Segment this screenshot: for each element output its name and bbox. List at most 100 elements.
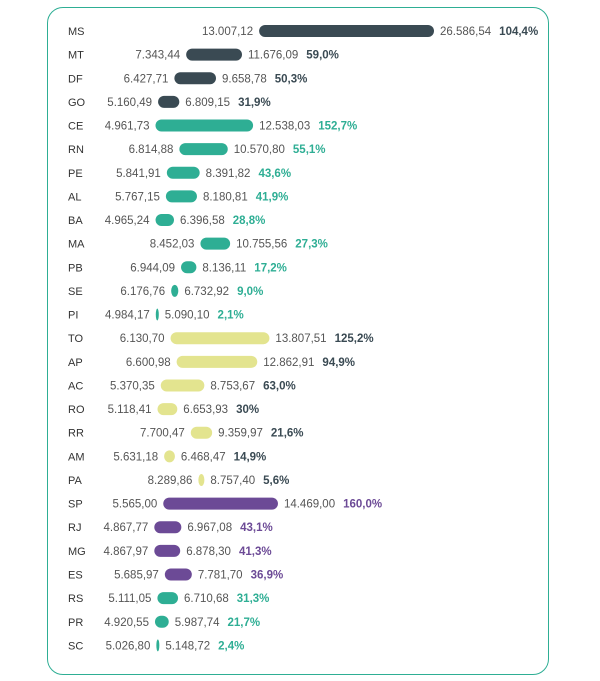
- range-bar: [154, 615, 169, 628]
- state-label: MG: [68, 546, 86, 558]
- percent-change-label: 125,2%: [335, 333, 374, 345]
- state-label: SE: [68, 286, 83, 298]
- percent-change-label: 41,3%: [239, 546, 272, 558]
- range-bar: [170, 332, 270, 345]
- range-bar: [181, 261, 197, 274]
- range-bar: [157, 403, 178, 416]
- range-bar: [164, 568, 192, 581]
- range-bar: [190, 426, 213, 439]
- end-value-label: 26.586,54: [440, 26, 492, 38]
- percent-change-label: 152,7%: [318, 121, 357, 133]
- percent-change-label: 2,1%: [218, 310, 244, 322]
- state-label: RO: [68, 404, 85, 416]
- percent-change-label: 43,6%: [258, 168, 291, 180]
- state-label: RR: [68, 428, 84, 440]
- start-value-label: 5.685,97: [114, 569, 159, 581]
- start-value-label: 6.814,88: [129, 144, 174, 156]
- start-value-label: 6.130,70: [120, 333, 165, 345]
- end-value-label: 6.653,93: [183, 404, 228, 416]
- state-label: GO: [68, 97, 86, 109]
- range-bar: [176, 355, 258, 368]
- percent-change-label: 104,4%: [499, 26, 538, 38]
- start-value-label: 4.867,77: [104, 522, 149, 534]
- percent-change-label: 30%: [236, 404, 259, 416]
- percent-change-label: 27,3%: [295, 239, 328, 251]
- state-label: DF: [68, 73, 83, 85]
- start-value-label: 6.944,09: [130, 262, 175, 274]
- end-value-label: 8.391,82: [206, 168, 251, 180]
- percent-change-label: 9,0%: [237, 286, 263, 298]
- end-value-label: 8.136,11: [202, 262, 246, 274]
- end-value-label: 6.396,58: [180, 215, 225, 227]
- percent-change-label: 36,9%: [251, 569, 284, 581]
- range-bar: [154, 544, 181, 557]
- start-value-label: 4.920,55: [104, 617, 149, 629]
- start-value-label: 7.700,47: [140, 428, 185, 440]
- range-bar: [155, 308, 159, 321]
- percent-change-label: 5,6%: [263, 475, 289, 487]
- state-label: PA: [68, 475, 83, 487]
- end-value-label: 9.359,97: [218, 428, 263, 440]
- start-value-label: 5.160,49: [107, 97, 152, 109]
- range-bar: [155, 119, 254, 132]
- end-value-label: 7.781,70: [198, 569, 243, 581]
- state-label: RN: [68, 144, 84, 156]
- range-bar: [164, 450, 175, 463]
- start-value-label: 5.370,35: [110, 380, 155, 392]
- state-label: CE: [68, 121, 83, 133]
- start-value-label: 4.867,97: [104, 546, 149, 558]
- start-value-label: 5.026,80: [106, 640, 151, 652]
- end-value-label: 14.469,00: [284, 499, 335, 511]
- start-value-label: 4.984,17: [105, 310, 150, 322]
- end-value-label: 10.755,56: [236, 239, 287, 251]
- end-value-label: 6.468,47: [181, 451, 226, 463]
- range-bar: [156, 639, 160, 652]
- end-value-label: 5.090,10: [165, 310, 210, 322]
- percent-change-label: 59,0%: [306, 50, 339, 62]
- range-bar: [165, 190, 197, 203]
- state-label: AC: [68, 380, 83, 392]
- range-bar: [198, 473, 205, 486]
- end-value-label: 5.987,74: [175, 617, 220, 629]
- state-label: AM: [68, 451, 85, 463]
- end-value-label: 9.658,78: [222, 73, 267, 85]
- start-value-label: 5.841,91: [116, 168, 161, 180]
- end-value-label: 11.676,09: [248, 50, 298, 62]
- state-label: AP: [68, 357, 83, 369]
- end-value-label: 6.967,08: [187, 522, 232, 534]
- state-label: PE: [68, 168, 83, 180]
- range-bar: [179, 143, 228, 156]
- range-bar: [155, 214, 174, 227]
- start-value-label: 8.452,03: [150, 239, 195, 251]
- percent-change-label: 17,2%: [254, 262, 287, 274]
- state-label: MS: [68, 26, 85, 38]
- start-value-label: 6.600,98: [126, 357, 171, 369]
- state-label: ES: [68, 569, 83, 581]
- state-label: PR: [68, 617, 83, 629]
- range-bar: [259, 25, 434, 37]
- end-value-label: 6.710,68: [184, 593, 229, 605]
- state-label: RJ: [68, 522, 81, 534]
- state-label: TO: [68, 333, 84, 345]
- percent-change-label: 43,1%: [240, 522, 273, 534]
- state-label: BA: [68, 215, 83, 227]
- range-bar: [171, 284, 179, 297]
- end-value-label: 8.753,67: [210, 380, 255, 392]
- end-value-label: 8.757,40: [210, 475, 255, 487]
- end-value-label: 8.180,81: [203, 191, 248, 203]
- end-value-label: 12.862,91: [263, 357, 314, 369]
- range-bar: [163, 497, 278, 510]
- percent-change-label: 21,6%: [271, 428, 304, 440]
- start-value-label: 6.176,76: [120, 286, 165, 298]
- percent-change-label: 160,0%: [343, 499, 382, 511]
- start-value-label: 5.118,41: [108, 404, 152, 416]
- state-label: AL: [68, 191, 81, 203]
- percent-change-label: 21,7%: [227, 617, 260, 629]
- end-value-label: 6.878,30: [186, 546, 231, 558]
- end-value-label: 10.570,80: [234, 144, 285, 156]
- start-value-label: 5.631,18: [113, 451, 158, 463]
- state-label: SP: [68, 499, 83, 511]
- percent-change-label: 2,4%: [218, 640, 244, 652]
- end-value-label: 6.732,92: [184, 286, 229, 298]
